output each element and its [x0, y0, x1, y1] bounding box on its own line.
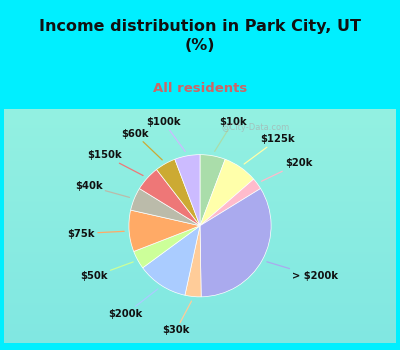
- Wedge shape: [185, 226, 201, 297]
- Text: $50k: $50k: [80, 262, 133, 281]
- Text: $150k: $150k: [87, 150, 143, 176]
- Text: $30k: $30k: [162, 301, 192, 335]
- Text: All residents: All residents: [153, 82, 247, 95]
- Text: $125k: $125k: [244, 134, 295, 164]
- Wedge shape: [131, 189, 200, 226]
- Text: $75k: $75k: [68, 229, 124, 239]
- Wedge shape: [200, 189, 271, 297]
- FancyBboxPatch shape: [0, 102, 400, 350]
- Text: $60k: $60k: [121, 129, 162, 160]
- Wedge shape: [175, 155, 200, 226]
- Text: @City-Data.com: @City-Data.com: [221, 124, 289, 132]
- Text: Income distribution in Park City, UT
(%): Income distribution in Park City, UT (%): [39, 19, 361, 52]
- Text: $100k: $100k: [146, 117, 185, 152]
- Text: > $200k: > $200k: [267, 262, 338, 281]
- Text: $40k: $40k: [75, 181, 130, 197]
- Text: $20k: $20k: [262, 159, 312, 181]
- Wedge shape: [143, 226, 200, 295]
- Wedge shape: [140, 169, 200, 226]
- Text: $10k: $10k: [215, 117, 246, 151]
- Wedge shape: [200, 155, 225, 226]
- Wedge shape: [129, 210, 200, 251]
- Wedge shape: [200, 179, 260, 226]
- Wedge shape: [134, 226, 200, 268]
- Text: $200k: $200k: [108, 289, 158, 319]
- Wedge shape: [200, 159, 254, 226]
- Wedge shape: [156, 159, 200, 226]
